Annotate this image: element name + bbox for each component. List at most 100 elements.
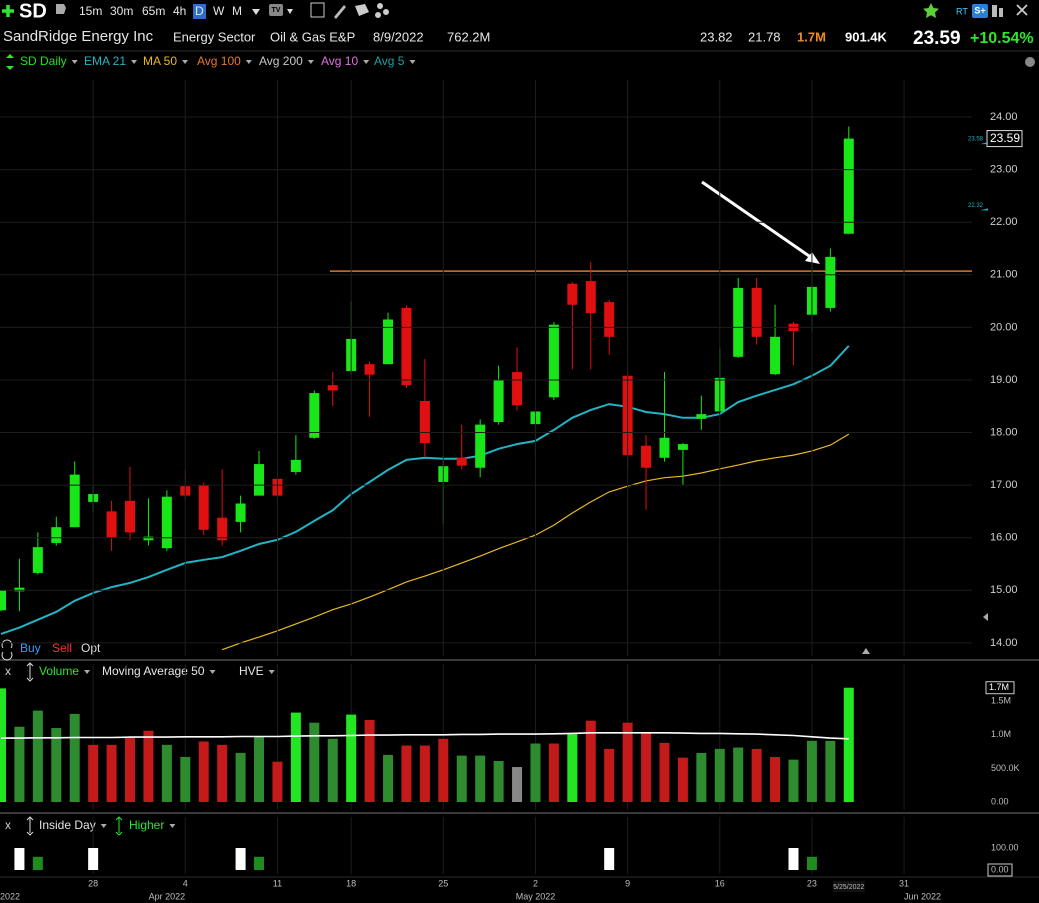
volume-bar bbox=[327, 738, 338, 802]
layout-icon[interactable] bbox=[992, 5, 1003, 17]
legend-dropdown[interactable] bbox=[100, 824, 107, 828]
x-tick-label: 23 bbox=[807, 878, 817, 888]
legend-dropdown[interactable] bbox=[409, 60, 416, 64]
candle-body bbox=[659, 437, 670, 458]
legend-entry[interactable]: Avg 5 bbox=[374, 54, 405, 68]
legend-entry[interactable]: SD Daily bbox=[20, 54, 67, 68]
timeframe-button[interactable]: 15m bbox=[79, 4, 102, 18]
options-button[interactable]: Opt bbox=[81, 641, 101, 655]
x-tick-label: 4 bbox=[183, 878, 188, 888]
legend-dropdown[interactable] bbox=[245, 60, 252, 64]
volume: 1.7M bbox=[797, 29, 826, 44]
candle-body bbox=[493, 379, 504, 423]
candle-body bbox=[604, 302, 615, 337]
volume-bar bbox=[32, 710, 43, 802]
legend-dropdown[interactable] bbox=[268, 670, 275, 674]
move-icon[interactable] bbox=[115, 816, 123, 836]
legend-dropdown[interactable] bbox=[169, 824, 176, 828]
refresh-icon[interactable] bbox=[1, 639, 13, 661]
industry[interactable]: Oil & Gas E&P bbox=[270, 29, 355, 44]
volume-bar bbox=[659, 742, 670, 802]
chart-style-icon[interactable] bbox=[6, 54, 14, 70]
share-dot bbox=[383, 9, 389, 15]
x-month-label: May 2022 bbox=[516, 891, 556, 901]
volume-bar bbox=[290, 712, 301, 802]
share-dot[interactable] bbox=[377, 3, 383, 9]
value-label: 1.7M bbox=[989, 682, 1009, 692]
move-icon[interactable] bbox=[26, 816, 34, 836]
indicator-line bbox=[0, 345, 850, 635]
timeframe-dropdown[interactable] bbox=[252, 9, 260, 15]
scroll-marker[interactable] bbox=[862, 648, 870, 654]
timeframe-button[interactable]: W bbox=[213, 4, 225, 18]
legend-dropdown[interactable] bbox=[71, 60, 78, 64]
legend-entry[interactable]: EMA 21 bbox=[84, 54, 126, 68]
change-percent: +10.54% bbox=[970, 30, 1034, 47]
quote-header: SandRidge Energy Inc Energy Sector Oil &… bbox=[3, 28, 1034, 49]
calc-icon[interactable] bbox=[310, 2, 325, 18]
legend-dropdown[interactable] bbox=[182, 60, 189, 64]
axis-marker[interactable] bbox=[983, 613, 988, 621]
cursor-date-box bbox=[832, 881, 865, 892]
candle-body bbox=[51, 527, 62, 543]
y-tick-label: 17.00 bbox=[990, 479, 1018, 491]
scan-icon[interactable] bbox=[355, 4, 369, 16]
timeframe-button[interactable]: 4h bbox=[173, 4, 186, 18]
y-tick-label: 1.0M bbox=[991, 729, 1011, 739]
moving-average-line bbox=[1, 732, 849, 740]
timeframe-button[interactable]: 65m bbox=[142, 4, 165, 18]
candle-body bbox=[0, 590, 6, 611]
legend-entry[interactable]: HVE bbox=[239, 664, 264, 678]
legend-entry[interactable]: Avg 200 bbox=[259, 54, 303, 68]
close-panel[interactable]: x bbox=[5, 664, 11, 678]
legend-dropdown[interactable] bbox=[363, 60, 370, 64]
move-icon[interactable] bbox=[26, 662, 34, 682]
timeframe-button[interactable]: D bbox=[195, 4, 204, 18]
legend-dropdown[interactable] bbox=[209, 670, 216, 674]
volume-bar bbox=[714, 748, 725, 802]
symbol[interactable]: SD bbox=[19, 0, 47, 22]
y-tick-label: 1.5M bbox=[991, 696, 1011, 706]
palette-icon[interactable] bbox=[1025, 57, 1035, 67]
legend-entry[interactable]: MA 50 bbox=[143, 54, 177, 68]
watch-star[interactable] bbox=[923, 3, 939, 18]
timeframe-button[interactable]: M bbox=[232, 4, 242, 18]
legend-entry[interactable]: Moving Average 50 bbox=[102, 664, 205, 678]
volume-bar bbox=[14, 726, 25, 802]
volume-bar bbox=[383, 754, 394, 802]
close-panel[interactable]: x bbox=[5, 818, 11, 832]
candle-body bbox=[383, 319, 394, 365]
candle-body bbox=[69, 474, 80, 528]
timeframe-button[interactable]: 30m bbox=[110, 4, 133, 18]
add-icon[interactable] bbox=[2, 5, 14, 17]
realtime[interactable]: RT bbox=[956, 6, 968, 16]
sell-button[interactable]: Sell bbox=[52, 641, 72, 655]
candle-body bbox=[770, 336, 781, 375]
candle-body bbox=[419, 400, 430, 444]
legend-entry[interactable]: Avg 10 bbox=[321, 54, 358, 68]
volume-bar bbox=[733, 747, 744, 802]
candle-body bbox=[733, 287, 744, 357]
draw-icon[interactable] bbox=[334, 5, 346, 19]
price-marker-arrow bbox=[980, 208, 988, 211]
legend-dropdown[interactable] bbox=[84, 670, 91, 674]
share-icon[interactable] bbox=[56, 4, 66, 14]
legend-entry[interactable]: Higher bbox=[129, 818, 164, 832]
signal-bar bbox=[788, 848, 799, 870]
legend-entry[interactable]: Volume bbox=[39, 664, 79, 678]
tv-icon[interactable] bbox=[269, 4, 283, 16]
legend-entry[interactable]: Inside Day bbox=[39, 818, 96, 832]
close-icon[interactable] bbox=[1016, 4, 1028, 16]
volume-bar bbox=[125, 736, 136, 802]
legend-dropdown[interactable] bbox=[131, 60, 138, 64]
signal-bar bbox=[254, 856, 265, 870]
sector[interactable]: Energy Sector bbox=[173, 29, 256, 44]
tv-dropdown[interactable] bbox=[287, 9, 293, 14]
legend-entry[interactable]: Avg 100 bbox=[197, 54, 241, 68]
s-plus-icon[interactable] bbox=[972, 4, 988, 18]
volume-bar bbox=[677, 757, 688, 802]
y-tick-label: 15.00 bbox=[990, 584, 1018, 596]
legend-dropdown[interactable] bbox=[307, 60, 314, 64]
buy-button[interactable]: Buy bbox=[20, 641, 41, 655]
